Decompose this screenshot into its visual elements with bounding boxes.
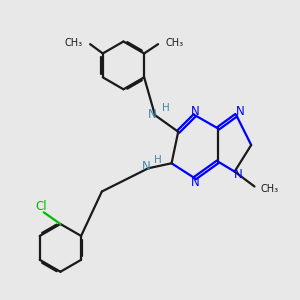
Text: H: H [162, 103, 170, 113]
Text: N: N [190, 176, 199, 189]
Text: CH₃: CH₃ [165, 38, 184, 47]
Text: N: N [148, 108, 157, 121]
Text: Cl: Cl [35, 200, 47, 213]
Text: CH₃: CH₃ [65, 38, 83, 47]
Text: CH₃: CH₃ [260, 184, 279, 194]
Text: N: N [236, 105, 244, 118]
Text: N: N [190, 105, 199, 118]
Text: N: N [234, 168, 243, 181]
Text: N: N [142, 160, 151, 173]
Text: H: H [154, 155, 162, 165]
